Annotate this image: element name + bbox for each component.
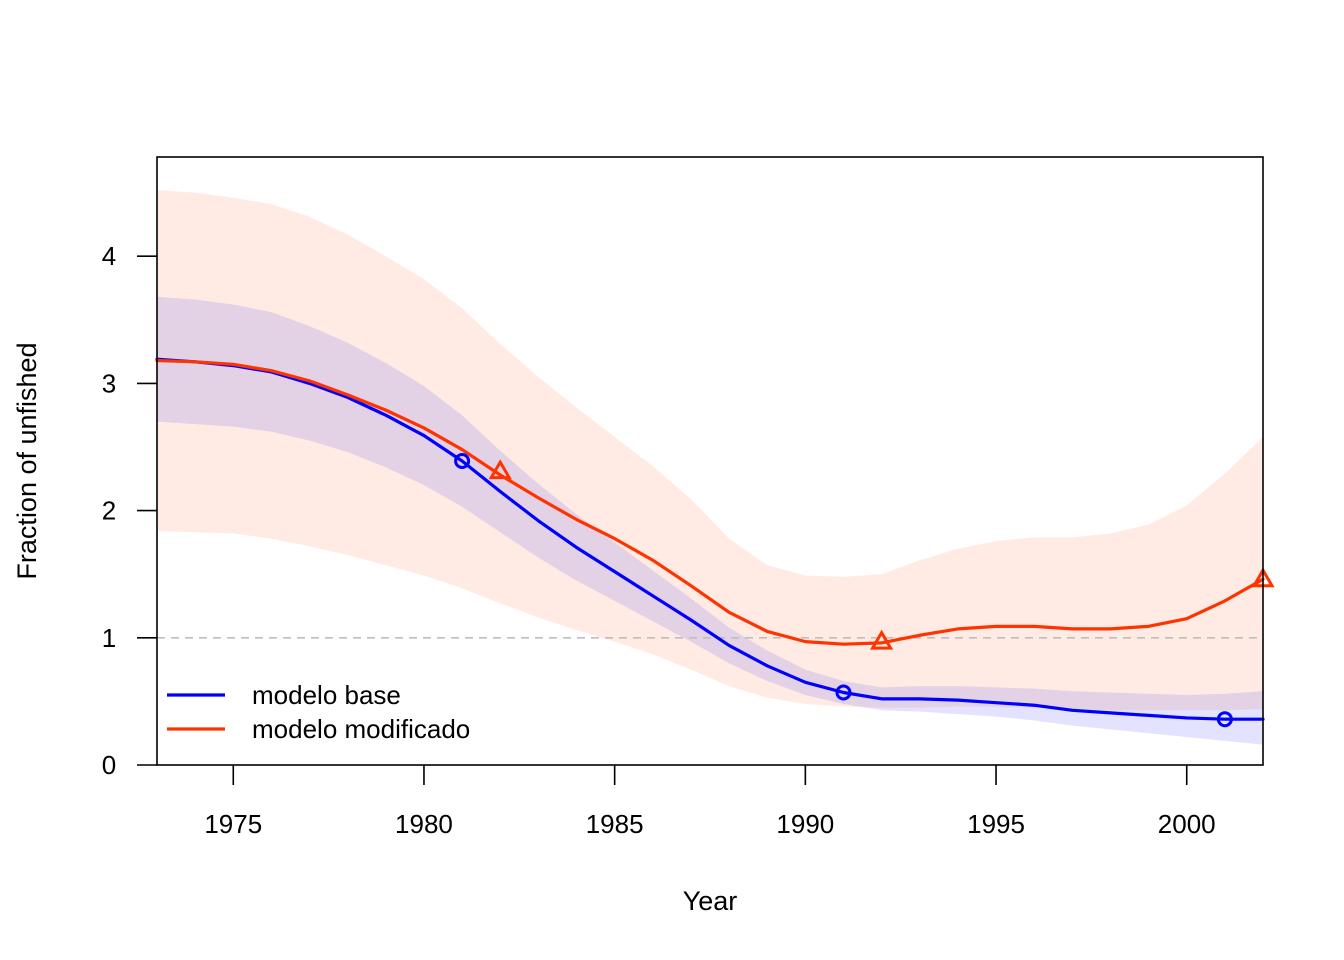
x-tick-label: 1995 [967, 809, 1025, 839]
y-tick-label: 1 [102, 623, 116, 653]
x-tick-label: 1990 [776, 809, 834, 839]
confidence-bands [157, 190, 1263, 745]
y-tick-label: 2 [102, 496, 116, 526]
modelo-base-line [155, 357, 1265, 721]
modelo-base-legend-label: modelo base [252, 680, 401, 710]
modelo-modificado-legend-label: modelo modificado [252, 714, 470, 744]
x-axis: 1975 1980 1985 1990 1995 2000 [204, 765, 1216, 839]
x-tick-label: 1975 [204, 809, 262, 839]
x-tick-label: 2000 [1158, 809, 1216, 839]
y-tick-label: 4 [102, 241, 116, 271]
series-lines [155, 357, 1265, 721]
x-axis-title: Year [683, 886, 738, 916]
x-tick-label: 1985 [586, 809, 644, 839]
modelo-modificado-point [488, 459, 512, 480]
y-axis: 0 1 2 3 4 [102, 241, 157, 780]
modelo-modificado-band [157, 190, 1263, 711]
modelo-base-point [1216, 711, 1233, 728]
modelo-base-point [835, 684, 852, 701]
modelo-modificado-line [155, 358, 1265, 646]
x-tick-label: 1980 [395, 809, 453, 839]
plot-frame [156, 156, 1264, 766]
y-tick-label: 0 [102, 750, 116, 780]
modelo-modificado-point [870, 629, 894, 650]
legend: modelo base modelo modificado [167, 680, 470, 744]
y-tick-label: 3 [102, 368, 116, 398]
modelo-base-point [454, 453, 471, 469]
plot-area [155, 190, 1275, 745]
modelo-base-band [157, 296, 1263, 745]
y-axis-title: Fraction of unfished [12, 342, 42, 579]
